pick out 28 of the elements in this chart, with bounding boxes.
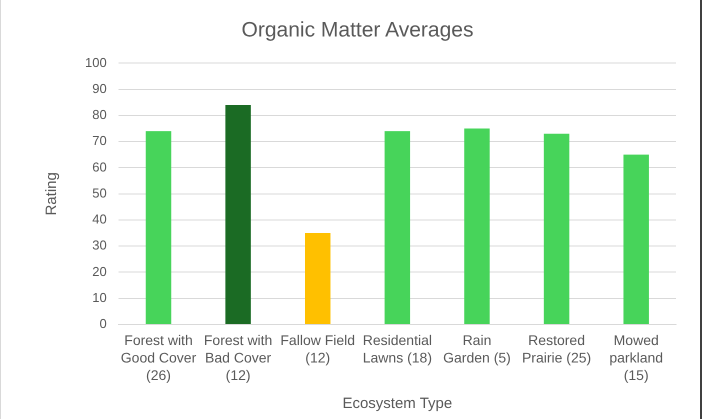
y-tick-label: 80 <box>92 107 107 122</box>
y-tick-label: 0 <box>99 316 107 332</box>
bar <box>384 131 410 324</box>
y-tick-label: 100 <box>84 54 107 70</box>
x-tick-label: Forest with Bad Cover (12) <box>204 332 272 384</box>
y-tick-label: 30 <box>92 238 107 253</box>
y-tick-label: 70 <box>92 133 107 148</box>
x-tick-label: Rain Garden (5) <box>443 332 511 366</box>
x-tick-label: Fallow Field (12) <box>280 332 356 366</box>
y-tick-label: 40 <box>92 212 107 227</box>
bar <box>623 154 649 324</box>
y-tick-label: 50 <box>92 185 107 200</box>
chart-title: Organic Matter Averages <box>242 18 474 42</box>
bar <box>146 131 172 324</box>
bar <box>544 134 570 324</box>
bar <box>304 233 330 324</box>
x-tick-label: Residential Lawns (18) <box>362 332 432 366</box>
y-axis-title: Rating <box>43 172 60 216</box>
x-tick-label: Restored Prairie (25) <box>522 332 592 366</box>
bar <box>225 105 251 324</box>
y-tick-label: 90 <box>92 80 107 96</box>
bar <box>464 128 490 324</box>
y-tick-label: 10 <box>92 290 107 305</box>
x-tick-label: Forest with Good Cover (26) <box>120 332 197 384</box>
x-tick-label: Mowed parkland (15) <box>609 332 664 384</box>
y-tick-label: 20 <box>92 264 107 279</box>
y-tick-label: 60 <box>92 159 107 174</box>
x-axis-title: Ecosystem Type <box>342 395 452 412</box>
